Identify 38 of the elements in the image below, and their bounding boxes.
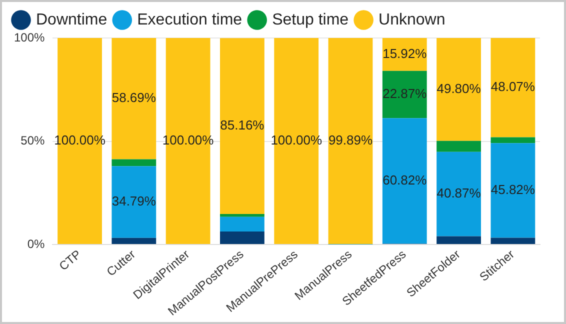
data-label: 45.82% [490, 182, 536, 197]
bar [436, 38, 481, 141]
bar [220, 214, 264, 217]
x-tick-label: CTP [56, 247, 84, 274]
data-label: 34.79% [112, 194, 156, 209]
legend-label: Execution time [137, 11, 242, 28]
bar [436, 152, 481, 236]
bar [220, 38, 264, 214]
data-label: 58.69% [112, 90, 156, 106]
data-label: 85.16% [220, 118, 265, 133]
data-label: 60.82% [382, 172, 428, 188]
bar [112, 159, 156, 166]
y-tick-label: 0% [27, 236, 46, 251]
data-label: 15.92% [382, 46, 428, 61]
bar [112, 238, 156, 244]
bar [490, 38, 536, 138]
bar [112, 166, 156, 238]
bar [490, 238, 536, 244]
bar [112, 38, 156, 160]
bar [436, 236, 481, 244]
data-label: 99.89% [328, 132, 373, 148]
bar [328, 38, 373, 244]
bar [382, 70, 427, 118]
bar [382, 118, 427, 244]
legend-label: Downtime [36, 11, 108, 28]
bar [220, 232, 264, 244]
data-label: 48.07% [490, 79, 536, 94]
legend-label: Setup time [272, 11, 349, 28]
data-label: 22.87% [382, 86, 428, 102]
legend-label: Unknown [378, 11, 446, 28]
y-tick-label: 100% [14, 30, 46, 44]
data-label: 40.87% [436, 186, 482, 201]
y-tick-label: 50% [20, 134, 46, 148]
bar [490, 143, 536, 238]
bar [436, 140, 481, 152]
data-label: 49.80% [436, 81, 482, 96]
bar [490, 137, 536, 144]
bar [220, 216, 264, 232]
